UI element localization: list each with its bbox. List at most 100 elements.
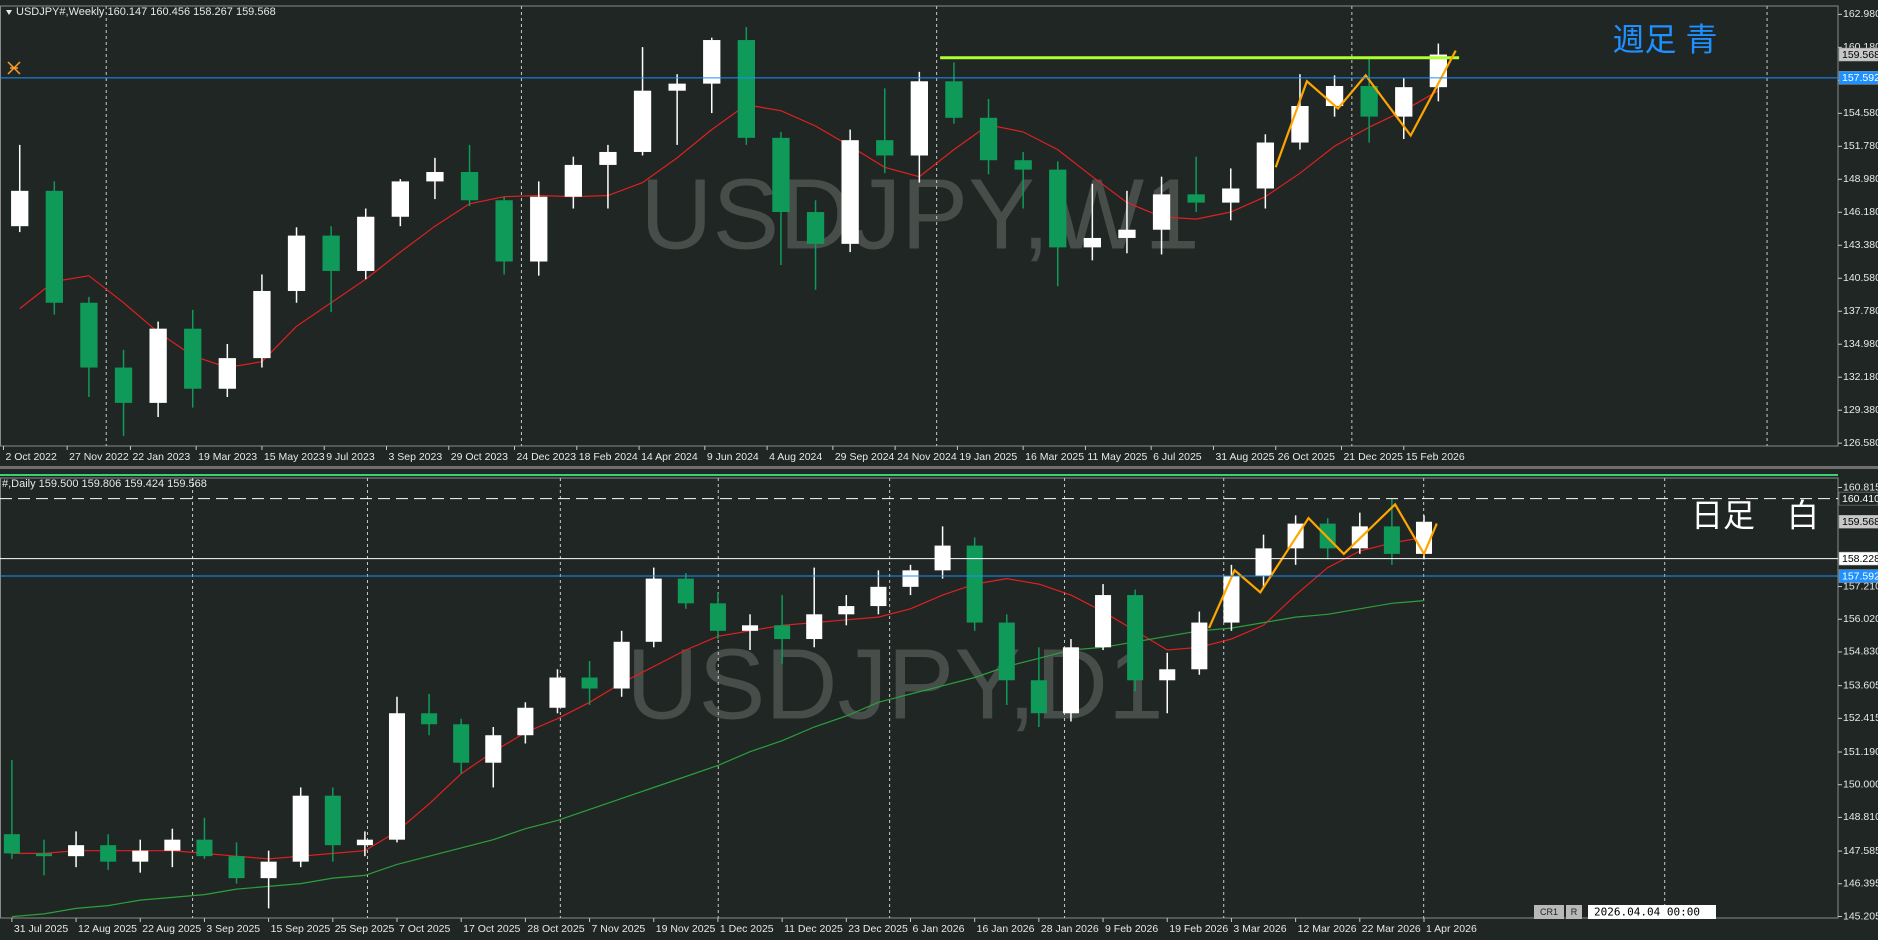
candle-body: [1360, 85, 1378, 117]
x-tick-label: 19 Nov 2025: [656, 923, 716, 935]
x-tick-label: 22 Mar 2026: [1362, 923, 1421, 935]
candle-body: [633, 90, 652, 152]
y-tick-label: 146.395: [1843, 878, 1878, 890]
candle-body: [806, 614, 823, 640]
x-tick-label: 1 Apr 2026: [1426, 923, 1477, 935]
candle-body: [68, 845, 85, 857]
price-tag: [1838, 47, 1878, 62]
x-tick-label: 4 Aug 2024: [769, 451, 822, 463]
candle-body: [100, 845, 117, 862]
candle-body: [1223, 575, 1240, 623]
x-tick-label: 19 Mar 2023: [198, 451, 257, 463]
weekly-header: USDJPY#,Weekly 160.147 160.456 158.267 1…: [16, 6, 276, 18]
candle-body: [426, 171, 444, 182]
candle-body: [902, 570, 919, 587]
tool-icon[interactable]: [7, 61, 21, 75]
price-tag: [1838, 569, 1878, 583]
x-tick-label: 24 Dec 2023: [517, 451, 577, 463]
candle-body: [870, 586, 887, 607]
candle-body: [1049, 169, 1067, 248]
candle-body: [517, 707, 534, 736]
candle-body: [495, 200, 513, 262]
y-tick-label: 156.020: [1843, 613, 1878, 625]
candle-body: [1118, 229, 1136, 238]
x-tick-label: 6 Jan 2026: [912, 923, 964, 935]
y-tick-label: 157.210: [1843, 580, 1878, 592]
candle-body: [645, 578, 662, 642]
candle-body: [287, 235, 306, 291]
y-tick-label: 137.780: [1843, 305, 1878, 317]
candle-body: [966, 545, 983, 623]
x-tick-label: 19 Feb 2026: [1169, 923, 1228, 935]
x-tick-label: 14 Apr 2024: [641, 451, 698, 463]
candle-body: [1187, 194, 1205, 203]
candle-body: [668, 83, 686, 91]
weekly-frame: [0, 5, 1839, 447]
candle-body: [1127, 595, 1144, 681]
x-tick-label: 2 Oct 2022: [5, 451, 57, 463]
candle-body: [876, 140, 894, 156]
daily-frame: [0, 477, 1839, 919]
button-cr1[interactable]: [1534, 905, 1564, 919]
x-tick-label: 11 May 2025: [1087, 451, 1147, 463]
x-tick-label: 15 Feb 2026: [1406, 451, 1465, 463]
candle-body: [1159, 669, 1176, 681]
x-tick-label: 31 Jul 2025: [14, 923, 68, 935]
x-tick-label: 31 Aug 2025: [1215, 451, 1274, 463]
button-r[interactable]: [1566, 905, 1582, 919]
collapse-icon[interactable]: [6, 10, 12, 15]
candle-body: [485, 735, 502, 763]
candle-body: [677, 578, 694, 604]
x-tick-label: 15 May 2023: [264, 451, 325, 463]
candle-body: [460, 171, 479, 201]
y-tick-label: 140.580: [1843, 272, 1878, 284]
candle-body: [564, 164, 582, 197]
candle-body: [1395, 87, 1413, 117]
y-tick-label: 126.580: [1843, 437, 1878, 449]
weekly-note: 週足 青: [1613, 21, 1718, 57]
price-tag-label: 159.568: [1842, 516, 1878, 528]
candle-body: [979, 117, 998, 161]
candle-body: [1030, 680, 1047, 714]
candle-body: [1095, 595, 1112, 648]
time-text: 2026.04.04 00:00: [1594, 906, 1700, 919]
candle-body: [1383, 526, 1400, 554]
x-tick-label: 3 Mar 2026: [1233, 923, 1286, 935]
y-tick-label: 145.205: [1843, 910, 1878, 922]
candle-body: [841, 140, 859, 244]
candle-body: [391, 181, 409, 217]
x-tick-label: 25 Sep 2025: [335, 923, 395, 935]
price-tag-label: 158.228: [1842, 553, 1878, 565]
candle-body: [1255, 548, 1272, 576]
x-tick-label: 29 Sep 2024: [835, 451, 895, 463]
y-tick-label: 154.580: [1843, 107, 1878, 119]
candle-body: [742, 625, 759, 631]
daily-header: #,Daily 159.500 159.806 159.424 159.568: [2, 478, 207, 490]
candle-body: [581, 677, 598, 689]
candle-body: [253, 290, 271, 359]
button-label: CR1: [1540, 907, 1558, 917]
x-tick-label: 12 Aug 2025: [78, 923, 137, 935]
x-tick-label: 21 Dec 2025: [1343, 451, 1403, 463]
y-tick-label: 132.180: [1843, 371, 1878, 383]
zigzag-line: [1274, 50, 1457, 168]
candle-body: [164, 839, 181, 851]
x-tick-label: 3 Sep 2023: [388, 451, 442, 463]
candle-body: [1256, 142, 1275, 189]
candle-body: [709, 603, 726, 631]
candle-body: [1429, 54, 1448, 88]
x-tick-label: 27 Nov 2022: [69, 451, 129, 463]
candle-body: [998, 622, 1015, 681]
candle-body: [599, 151, 617, 165]
y-tick-label: 147.585: [1843, 845, 1878, 857]
candle-body: [114, 367, 133, 403]
candle-body: [934, 545, 951, 571]
x-tick-label: 15 Sep 2025: [271, 923, 331, 935]
candle-body: [421, 713, 438, 725]
x-tick-label: 24 Nov 2024: [897, 451, 957, 463]
daily-note: 日足 白: [1691, 497, 1819, 533]
candle-body: [945, 81, 963, 118]
candle-body: [149, 328, 167, 403]
candle-body: [737, 40, 755, 138]
